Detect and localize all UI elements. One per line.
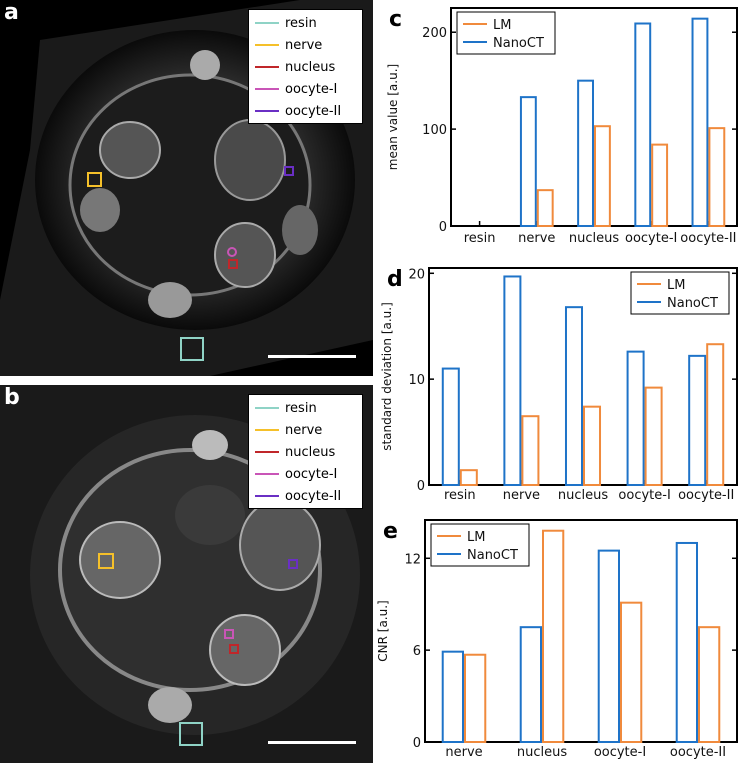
bar-NanoCT-nerve bbox=[503, 275, 522, 486]
y-axis-label: standard deviation [a.u.] bbox=[380, 302, 394, 451]
chart-standard-deviation: 0 10 20 standard deviation [a.u.] resin nerve… bbox=[380, 267, 738, 503]
legend-label-LM: LM bbox=[493, 18, 511, 33]
legend-label-resin: resin bbox=[285, 16, 317, 31]
legend-label-nerve: nerve bbox=[285, 38, 322, 53]
bar-LM-oocyte-II bbox=[708, 127, 726, 228]
panel-label-e: e bbox=[383, 519, 398, 544]
legend-box bbox=[456, 11, 556, 55]
bar-LM-nucleus bbox=[583, 405, 602, 486]
roi-oocyte-i bbox=[224, 629, 234, 639]
x-tick-label: nucleus bbox=[569, 231, 619, 246]
legend-label-NanoCT: NanoCT bbox=[493, 36, 544, 51]
bar-LM-oocyte-II bbox=[706, 343, 725, 487]
y-tick-label: 0 bbox=[417, 479, 425, 494]
legend-box bbox=[430, 523, 530, 567]
micrograph-b: b resin nerve nucleus oocyte-I oocyte-II bbox=[0, 385, 373, 763]
x-tick-label: nucleus bbox=[558, 488, 608, 503]
chart-mean-value: 0 100 200 mean value [a.u.] resin nerve nucleu… bbox=[386, 7, 738, 246]
legend-label-oocyte-II: oocyte-II bbox=[285, 104, 341, 119]
bar-NanoCT-oocyte-I bbox=[626, 350, 645, 486]
bar-NanoCT-oocyte-I bbox=[634, 22, 652, 227]
bar-LM-oocyte-I bbox=[620, 601, 643, 744]
legend-label-NanoCT: NanoCT bbox=[667, 296, 718, 311]
roi-nerve bbox=[98, 553, 114, 569]
panel-label-a: a bbox=[4, 0, 19, 25]
bar-NanoCT-resin bbox=[441, 367, 460, 486]
roi-resin bbox=[180, 337, 204, 361]
x-tick-label: nerve bbox=[518, 231, 555, 246]
bar-NanoCT-oocyte-I bbox=[597, 549, 621, 743]
roi-oocyte-i bbox=[227, 247, 237, 257]
roi-oocyte-ii bbox=[284, 166, 294, 176]
bar-NanoCT-nucleus bbox=[564, 306, 583, 487]
x-tick-label: oocyte-II bbox=[678, 488, 734, 503]
x-tick-label: resin bbox=[444, 488, 476, 503]
legend-label-nucleus: nucleus bbox=[285, 60, 335, 75]
y-axis-label: mean value [a.u.] bbox=[386, 64, 400, 170]
legend-label-nucleus: nucleus bbox=[285, 445, 335, 460]
panel-label-d: d bbox=[387, 267, 403, 292]
legend-label-nerve: nerve bbox=[285, 423, 322, 438]
legend-label-oocyte-II: oocyte-II bbox=[285, 489, 341, 504]
legend-label-resin: resin bbox=[285, 401, 317, 416]
x-tick-label: nerve bbox=[503, 488, 540, 503]
legend-label-oocyte-I: oocyte-I bbox=[285, 82, 337, 97]
legend-label-NanoCT: NanoCT bbox=[467, 548, 518, 563]
bar-LM-nucleus bbox=[594, 125, 611, 227]
plot-frame bbox=[424, 519, 738, 743]
micrograph-a: a resin nerve nucleus oocyte-I oocyte-II bbox=[0, 0, 373, 376]
x-tick-label: oocyte-II bbox=[670, 745, 726, 760]
bar-NanoCT-nucleus bbox=[577, 79, 595, 227]
bar-LM-oocyte-I bbox=[644, 386, 663, 487]
bar-LM-nucleus bbox=[542, 529, 565, 744]
bar-NanoCT-oocyte-II bbox=[675, 541, 699, 744]
bar-LM-nerve bbox=[464, 653, 487, 743]
bar-LM-nerve bbox=[536, 189, 554, 227]
y-tick-label: 12 bbox=[404, 552, 421, 567]
scale-bar bbox=[268, 741, 356, 744]
x-tick-label: oocyte-I bbox=[618, 488, 670, 503]
x-tick-label: nucleus bbox=[517, 745, 567, 760]
roi-resin bbox=[179, 722, 203, 746]
y-tick-label: 100 bbox=[422, 123, 447, 138]
legend-label-LM: LM bbox=[467, 530, 485, 545]
panel-label-c: c bbox=[389, 7, 402, 32]
bar-LM-oocyte-II bbox=[698, 626, 721, 743]
bar-NanoCT-nucleus bbox=[519, 626, 543, 743]
roi-nucleus bbox=[229, 644, 239, 654]
scale-bar bbox=[268, 355, 356, 358]
roi-nerve bbox=[87, 172, 102, 187]
image-legend-b: resin nerve nucleus oocyte-I oocyte-II bbox=[248, 394, 363, 509]
y-tick-label: 6 bbox=[413, 644, 421, 659]
bar-LM-oocyte-I bbox=[651, 143, 669, 227]
y-tick-label: 10 bbox=[408, 373, 425, 388]
x-tick-label: oocyte-II bbox=[680, 231, 736, 246]
bar-NanoCT-nerve bbox=[441, 650, 465, 743]
bar-LM-resin bbox=[459, 469, 478, 486]
bar-LM-nerve bbox=[521, 415, 540, 487]
bar-NanoCT-nerve bbox=[519, 96, 537, 228]
legend-label-LM: LM bbox=[667, 278, 685, 293]
y-tick-label: 20 bbox=[408, 267, 425, 282]
chart-cnr: 0 6 12 CNR [a.u.] nerve nucleus oocyte-I oocyte… bbox=[376, 519, 738, 760]
bar-NanoCT-oocyte-II bbox=[688, 354, 707, 486]
bar-NanoCT-oocyte-II bbox=[691, 17, 709, 228]
roi-oocyte-ii bbox=[288, 559, 298, 569]
y-axis-label: CNR [a.u.] bbox=[376, 600, 390, 661]
x-tick-label: oocyte-I bbox=[625, 231, 677, 246]
x-tick-label: oocyte-I bbox=[594, 745, 646, 760]
panel-label-b: b bbox=[4, 385, 20, 410]
y-tick-label: 200 bbox=[422, 26, 447, 41]
legend-label-oocyte-I: oocyte-I bbox=[285, 467, 337, 482]
x-tick-label: nerve bbox=[445, 745, 482, 760]
roi-nucleus bbox=[228, 259, 238, 269]
legend-box bbox=[630, 271, 730, 315]
y-tick-label: 0 bbox=[413, 736, 421, 751]
y-tick-label: 0 bbox=[439, 220, 447, 235]
x-tick-label: resin bbox=[464, 231, 496, 246]
image-legend-a: resin nerve nucleus oocyte-I oocyte-II bbox=[248, 9, 363, 124]
